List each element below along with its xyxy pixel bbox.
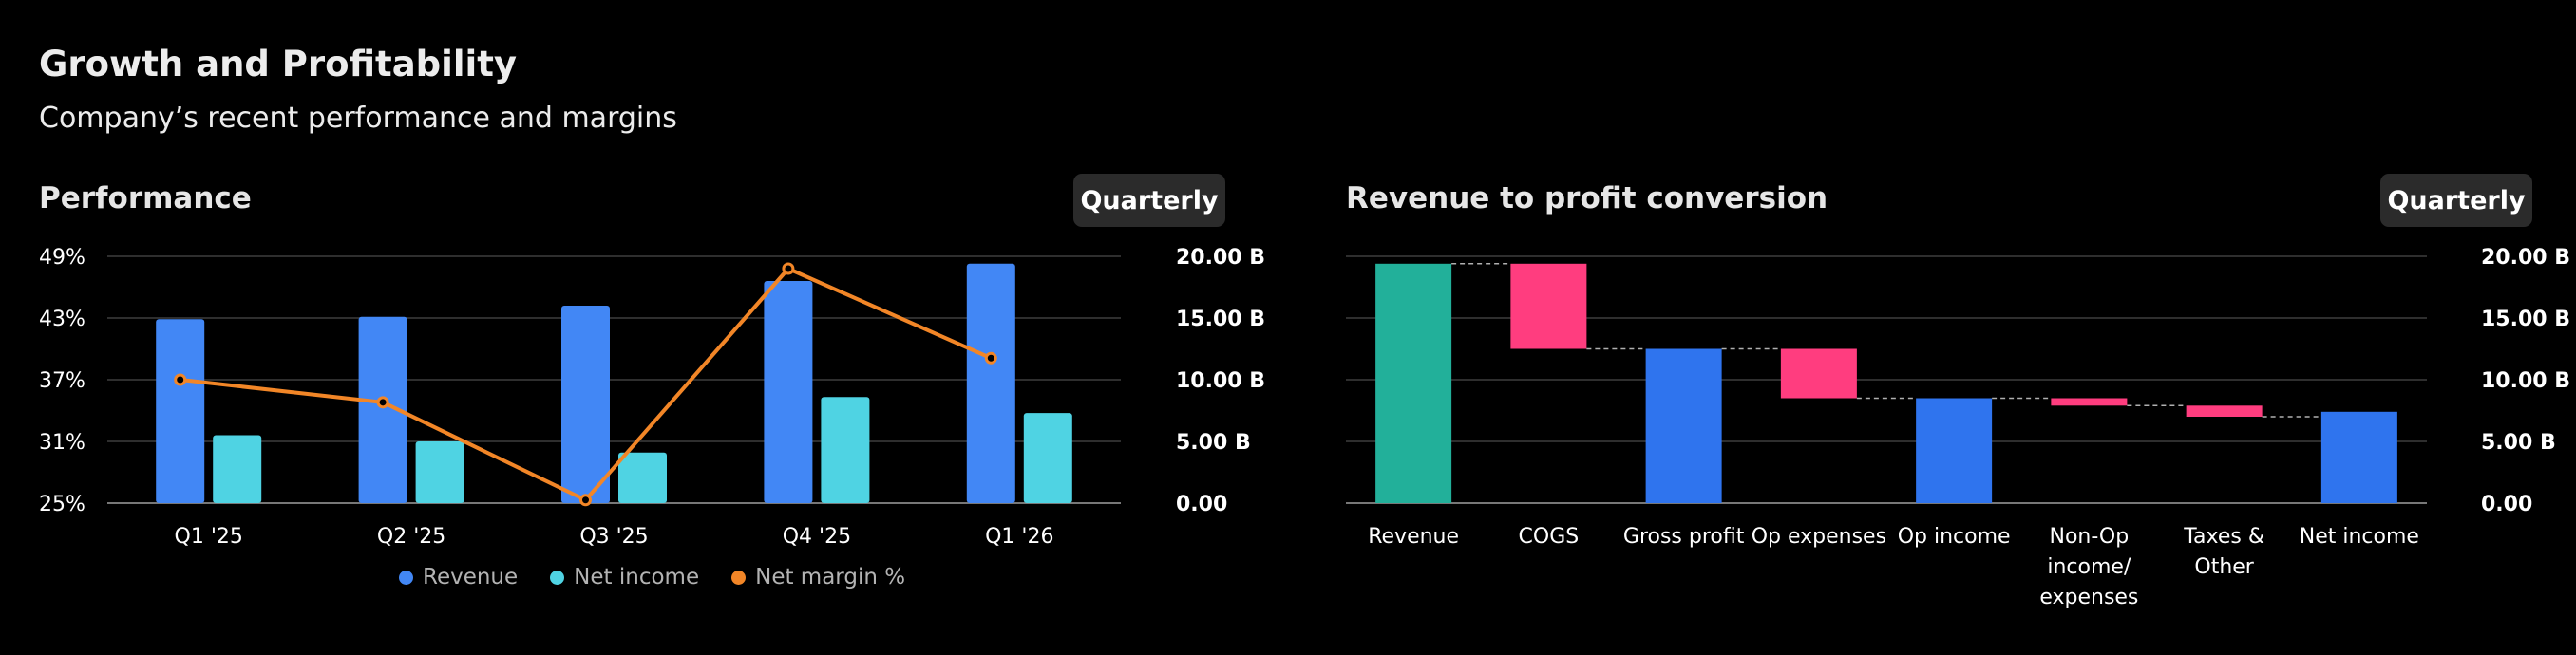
waterfall-bar [1645, 348, 1722, 503]
waterfall-right-tick: 0.00 [2481, 493, 2532, 516]
waterfall-bar [1780, 348, 1857, 399]
legend-net-margin-label: Net margin % [755, 565, 906, 590]
waterfall-category-label: expenses [2039, 586, 2138, 609]
perf-left-tick: 37% [39, 369, 85, 393]
conversion-period-button[interactable]: Quarterly [2380, 174, 2532, 227]
perf-net-income-bar [415, 441, 464, 503]
waterfall-right-tick: 20.00 B [2481, 246, 2570, 270]
waterfall-category-label: Other [2194, 555, 2254, 579]
legend-net-income-label: Net income [574, 565, 700, 590]
legend-net-income-swatch [550, 570, 565, 585]
page-title: Growth and Profitability [39, 44, 518, 84]
perf-net-margin-point [376, 396, 389, 409]
waterfall-bar [1916, 398, 1993, 503]
performance-legend: Revenue Net income Net margin % [399, 565, 905, 590]
perf-revenue-bar [156, 319, 205, 503]
legend-net-margin-swatch [731, 570, 747, 585]
waterfall-right-tick: 5.00 B [2481, 431, 2556, 455]
legend-revenue-label: Revenue [423, 565, 519, 590]
waterfall-right-tick: 15.00 B [2481, 308, 2570, 331]
waterfall-category-label: Gross profit [1623, 525, 1745, 549]
waterfall-bar [2320, 411, 2397, 503]
perf-left-tick: 25% [39, 493, 85, 516]
waterfall-category-label: income/ [2047, 555, 2131, 579]
waterfall-category-label: Op income [1898, 525, 2011, 549]
waterfall-category-label: Non-Op [2050, 525, 2130, 549]
waterfall-right-tick: 10.00 B [2481, 369, 2570, 393]
perf-revenue-bar [764, 281, 813, 503]
perf-net-margin-point [174, 373, 187, 386]
waterfall-category-label: Taxes & [2183, 525, 2264, 549]
page-subtitle: Company’s recent performance and margins [39, 102, 677, 135]
perf-left-tick: 43% [39, 308, 85, 331]
performance-period-button[interactable]: Quarterly [1073, 174, 1225, 227]
legend-item-net-income[interactable]: Net income [550, 565, 699, 590]
waterfall-category-label: Op expenses [1752, 525, 1886, 549]
perf-revenue-bar [561, 306, 610, 503]
performance-title: Performance [39, 181, 252, 215]
perf-net-income-bar [821, 397, 870, 503]
perf-net-margin-point [579, 494, 592, 507]
waterfall-bar [2186, 405, 2263, 417]
perf-right-tick: 5.00 B [1176, 431, 1251, 455]
perf-revenue-bar [966, 263, 1015, 503]
waterfall-category-label: Net income [2300, 525, 2419, 549]
waterfall-bar [1510, 263, 1587, 349]
perf-right-tick: 0.00 [1176, 493, 1227, 516]
waterfall-bar [1375, 263, 1452, 503]
waterfall-bar [2051, 398, 2128, 406]
legend-revenue-swatch [399, 570, 413, 585]
perf-left-tick: 49% [39, 246, 85, 270]
perf-net-margin-point [782, 262, 795, 275]
perf-left-tick: 31% [39, 431, 85, 455]
waterfall-category-label: Revenue [1368, 525, 1459, 549]
perf-right-tick: 10.00 B [1176, 369, 1265, 393]
conversion-title: Revenue to profit conversion [1346, 181, 1828, 215]
perf-net-income-bar [213, 435, 262, 503]
legend-item-revenue[interactable]: Revenue [399, 565, 518, 590]
perf-right-tick: 20.00 B [1176, 246, 1265, 270]
perf-net-income-bar [1023, 413, 1072, 503]
perf-category-label: Q1 '26 [985, 525, 1053, 549]
perf-revenue-bar [358, 316, 407, 503]
perf-right-tick: 15.00 B [1176, 308, 1265, 331]
perf-category-label: Q4 '25 [783, 525, 851, 549]
legend-item-net-margin[interactable]: Net margin % [731, 565, 905, 590]
perf-net-margin-point [984, 351, 997, 365]
perf-net-income-bar [618, 452, 667, 503]
perf-category-label: Q2 '25 [377, 525, 445, 549]
perf-category-label: Q3 '25 [579, 525, 648, 549]
waterfall-category-label: COGS [1519, 525, 1580, 549]
perf-category-label: Q1 '25 [175, 525, 243, 549]
